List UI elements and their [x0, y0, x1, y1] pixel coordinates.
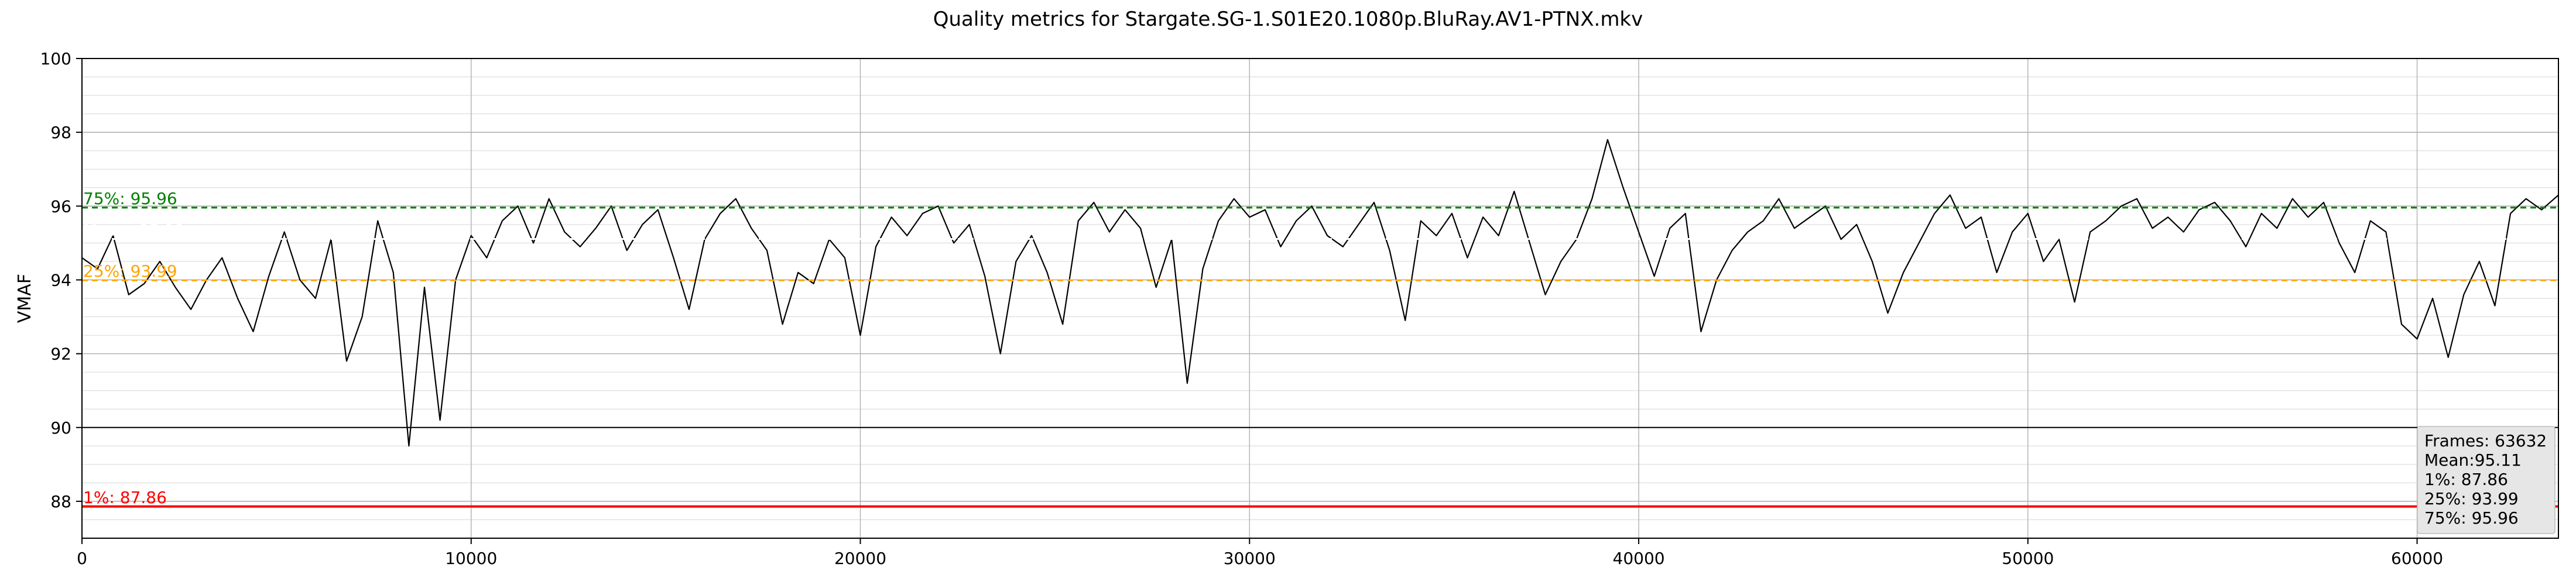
y-axis-label: VMAF [15, 274, 35, 323]
y-tick-label: 90 [50, 418, 71, 438]
x-tick-label: 30000 [1224, 549, 1276, 568]
reference-line-label: Mean: 95.11 [83, 220, 186, 239]
stats-box-line: 1%: 87.86 [2424, 470, 2508, 489]
y-tick-label: 92 [50, 345, 71, 364]
axes-layer: 88 90 92 94 96 98 100 0 10000 20000 30000 40000 5000… [40, 49, 2559, 568]
stats-box-line: 25%: 93.99 [2424, 489, 2519, 508]
chart-title: Quality metrics for Stargate.SG-1.S01E20… [933, 8, 1643, 31]
stats-box-line: Mean:95.11 [2424, 450, 2522, 470]
axes-frame [81, 58, 2559, 539]
reference-line-label: 75%: 95.96 [83, 189, 177, 208]
stats-box-line: 75%: 95.96 [2424, 508, 2519, 528]
x-tick-label: 60000 [2391, 549, 2443, 568]
reference-line-label: 1%: 87.86 [83, 488, 167, 507]
y-tick-label: 98 [50, 123, 71, 142]
y-tick-label: 88 [50, 492, 71, 511]
x-tick-label: 10000 [445, 549, 497, 568]
x-tick-label: 0 [77, 549, 87, 568]
x-tick-label: 20000 [834, 549, 886, 568]
y-tick-label: 94 [50, 270, 71, 290]
stats-box-line: Frames: 63632 [2424, 431, 2547, 450]
reference-line-label: 25%: 93.99 [83, 261, 177, 281]
stats-box-background [2417, 426, 2556, 534]
x-tick-label: 40000 [1613, 549, 1665, 568]
grid-layer [81, 58, 2558, 539]
x-tick-label: 50000 [2002, 549, 2054, 568]
y-tick-label: 96 [50, 197, 71, 216]
y-tick-label: 100 [40, 49, 71, 68]
